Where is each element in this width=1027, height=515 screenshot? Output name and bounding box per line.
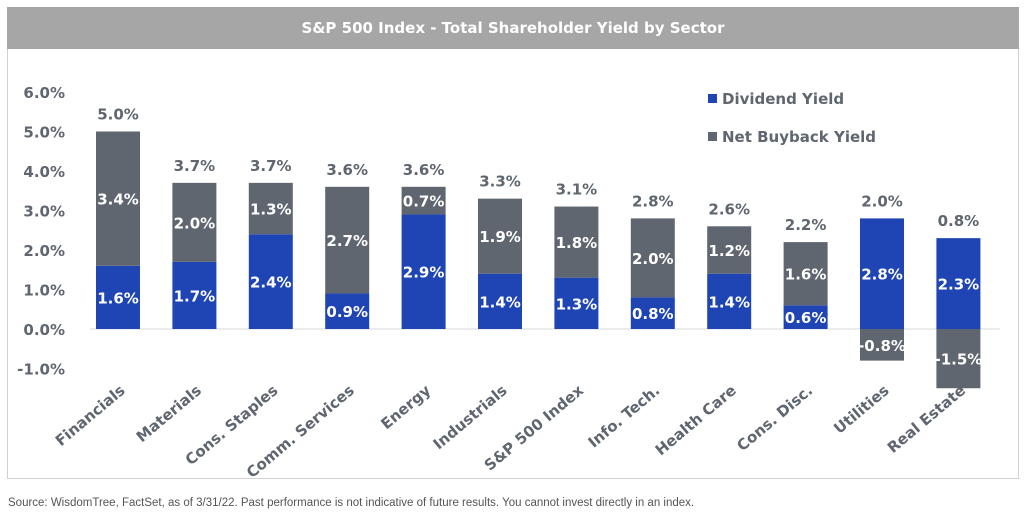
dividend-data-label: 2.8%	[861, 266, 903, 284]
dividend-bar	[554, 277, 599, 329]
total-data-label: 2.6%	[708, 200, 750, 218]
y-tick-label: 4.0%	[23, 163, 65, 181]
dividend-data-label: 0.8%	[632, 305, 674, 323]
buyback-bar	[860, 329, 904, 361]
buyback-data-label: 1.9%	[479, 228, 521, 246]
dividend-data-label: 1.6%	[97, 289, 139, 307]
y-tick-label: -1.0%	[17, 361, 65, 379]
category-label: Utilities	[830, 381, 892, 437]
total-data-label: 2.8%	[632, 192, 674, 210]
legend-label: Net Buyback Yield	[722, 128, 876, 146]
dividend-data-label: 0.6%	[785, 309, 827, 327]
buyback-bar	[707, 226, 752, 274]
total-data-label: 3.6%	[326, 161, 368, 179]
buyback-data-label: 2.0%	[632, 250, 674, 268]
dividend-bar	[707, 273, 752, 329]
source-footnote: Source: WisdomTree, FactSet, as of 3/31/…	[8, 497, 695, 509]
buyback-data-label: 0.7%	[403, 193, 445, 211]
category-label: Real Estate	[884, 381, 969, 457]
buyback-data-label: 3.4%	[97, 191, 139, 209]
buyback-bar	[325, 186, 370, 294]
total-data-label: 3.1%	[556, 181, 598, 199]
legend-label: Dividend Yield	[722, 90, 844, 108]
buyback-data-label: 2.7%	[326, 232, 368, 250]
y-tick-label: 0.0%	[23, 321, 65, 339]
buyback-data-label: -1.5%	[934, 351, 982, 369]
buyback-bar	[630, 218, 675, 298]
dividend-bar	[96, 265, 140, 329]
total-data-label: 3.7%	[250, 157, 292, 175]
total-data-label: 3.7%	[174, 157, 216, 175]
y-tick-label: 3.0%	[23, 203, 65, 221]
dividend-data-label: 2.9%	[403, 264, 445, 282]
legend-swatch	[708, 132, 717, 141]
dividend-data-label: 2.3%	[938, 276, 980, 294]
dividend-data-label: 1.4%	[479, 293, 521, 311]
total-data-label: 2.0%	[861, 192, 903, 210]
total-data-label: 0.8%	[938, 212, 980, 230]
category-label: Financials	[52, 381, 129, 450]
buyback-bar	[401, 186, 446, 215]
y-tick-label: 1.0%	[23, 282, 65, 300]
category-label: Materials	[133, 381, 205, 446]
dividend-bar	[630, 297, 675, 329]
category-label: Info. Tech.	[585, 381, 664, 451]
dividend-bar	[783, 305, 828, 329]
buyback-bar	[172, 182, 217, 262]
buyback-data-label: 1.3%	[250, 201, 292, 219]
buyback-bar	[478, 198, 522, 274]
chart-title: S&P 500 Index - Total Shareholder Yield …	[7, 7, 1019, 49]
buyback-data-label: 2.0%	[174, 214, 216, 232]
dividend-bar	[860, 218, 904, 329]
buyback-data-label: 1.6%	[785, 266, 827, 284]
dividend-data-label: 2.4%	[250, 274, 292, 292]
buyback-data-label: 1.2%	[708, 242, 750, 260]
buyback-bar	[96, 131, 140, 266]
total-data-label: 5.0%	[97, 106, 139, 124]
dividend-data-label: 1.3%	[556, 295, 598, 313]
buyback-data-label: 1.8%	[556, 234, 598, 252]
dividend-data-label: 1.7%	[174, 287, 216, 305]
dividend-data-label: 0.9%	[326, 303, 368, 321]
dividend-bar	[401, 214, 446, 329]
total-data-label: 3.3%	[479, 173, 521, 191]
category-label: Health Care	[652, 381, 740, 459]
y-tick-label: 2.0%	[23, 242, 65, 260]
buyback-bar	[554, 206, 599, 278]
y-tick-label: 6.0%	[23, 84, 65, 102]
category-label: Cons. Disc.	[733, 381, 816, 455]
buyback-data-label: -0.8%	[858, 337, 906, 355]
y-tick-label: 5.0%	[23, 124, 65, 142]
category-label: Energy	[377, 381, 434, 433]
buyback-bar	[783, 242, 828, 306]
dividend-bar	[325, 293, 370, 329]
dividend-bar	[478, 273, 522, 329]
dividend-bar	[248, 234, 293, 329]
dividend-data-label: 1.4%	[708, 293, 750, 311]
buyback-bar	[248, 182, 293, 235]
total-data-label: 2.2%	[785, 216, 827, 234]
legend-swatch	[708, 94, 717, 103]
category-label: Industrials	[430, 381, 511, 453]
dividend-bar	[936, 238, 981, 329]
total-data-label: 3.6%	[403, 161, 445, 179]
buyback-bar	[936, 329, 981, 389]
dividend-bar	[172, 261, 217, 329]
